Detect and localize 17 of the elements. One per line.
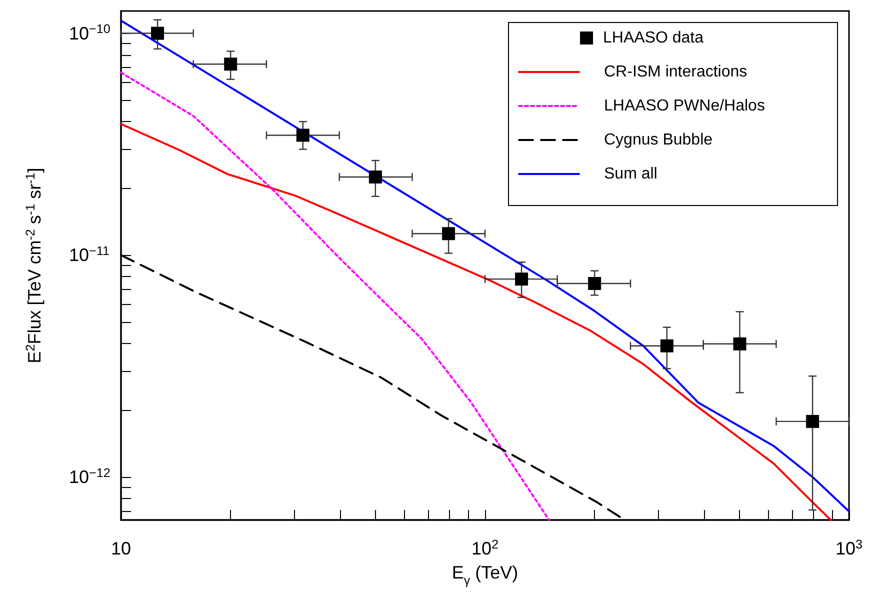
point [733, 337, 746, 350]
point [806, 414, 820, 428]
point [151, 26, 164, 40]
point [368, 170, 382, 184]
point [442, 227, 456, 240]
text: E2Flux [TeV cm-2 s-1 sr-1] [24, 168, 45, 364]
legend-label: CR-ISM interactions [604, 64, 748, 80]
legend-label: Sum all [604, 166, 658, 182]
point [660, 339, 674, 352]
x-tick-label: 10 [110, 538, 132, 558]
point [515, 272, 528, 286]
legend-label: Cygnus Bubble [604, 132, 713, 148]
point [588, 276, 602, 290]
point [296, 128, 310, 142]
legend-label: LHAASO PWNe/Halos [604, 98, 765, 114]
legend-label: LHAASO data [603, 30, 704, 46]
point [224, 58, 238, 71]
